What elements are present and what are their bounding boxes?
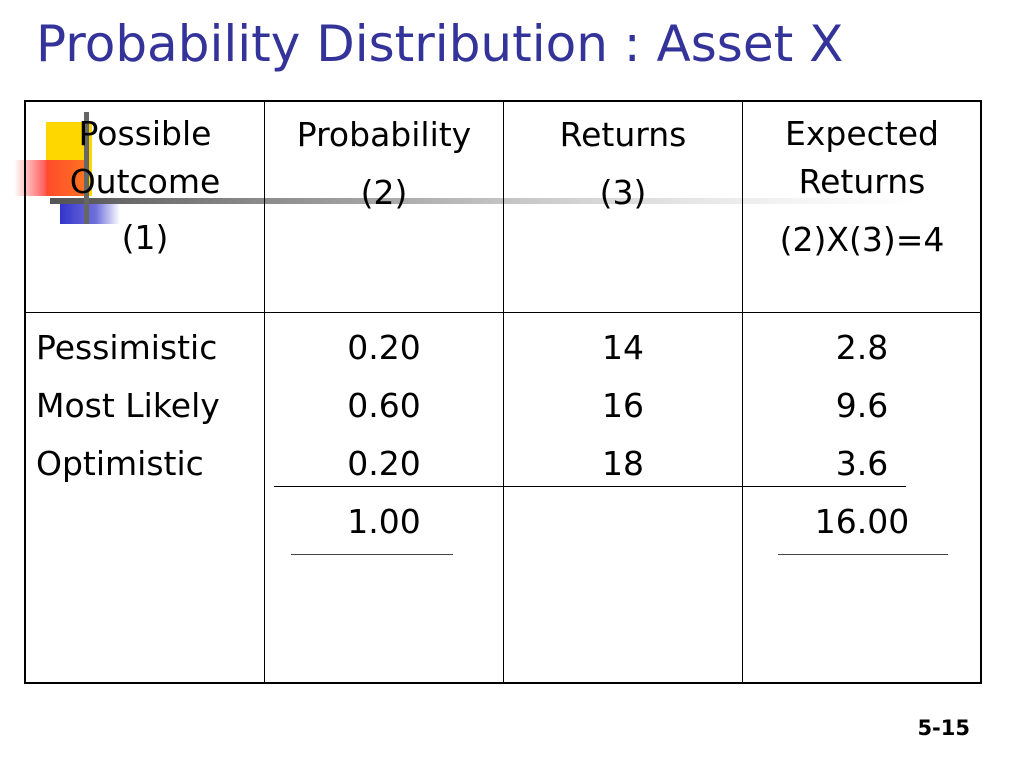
expected-total-underline bbox=[778, 554, 948, 555]
header-divider bbox=[26, 312, 980, 313]
table-row-returns: 14 bbox=[602, 328, 644, 367]
probability-total-underline bbox=[291, 554, 453, 555]
table-row-probability: 0.20 bbox=[347, 328, 421, 367]
header-outcome-line: Outcome bbox=[69, 162, 221, 201]
header-probability-line: (2) bbox=[360, 173, 408, 212]
table-row-returns: 18 bbox=[602, 444, 644, 483]
table-row-expected: 2.8 bbox=[835, 328, 889, 367]
table-row-returns: 16 bbox=[602, 386, 644, 425]
slide-number: 5-15 bbox=[917, 716, 970, 740]
table-row-expected: 3.6 bbox=[835, 444, 889, 483]
header-returns-line: Returns bbox=[559, 115, 687, 154]
table-row-probability: 0.20 bbox=[347, 444, 421, 483]
table-row-outcome: Optimistic bbox=[36, 444, 204, 483]
header-expected-returns: Expected Returns (2)X(3)=4 bbox=[743, 110, 981, 264]
column-divider bbox=[742, 102, 743, 682]
expected-returns-column: 2.8 9.6 3.6 16.00 bbox=[743, 319, 981, 551]
column-divider bbox=[264, 102, 265, 682]
page-title: Probability Distribution : Asset X bbox=[36, 15, 844, 73]
header-outcome-line: Possible bbox=[78, 114, 212, 153]
outcome-column: Pessimistic Most Likely Optimistic bbox=[36, 319, 220, 493]
header-returns-line: (3) bbox=[599, 173, 647, 212]
header-expected-line: Returns bbox=[798, 162, 926, 201]
header-probability: Probability (2) bbox=[265, 110, 503, 218]
probability-column: 0.20 0.60 0.20 1.00 bbox=[265, 319, 503, 551]
header-expected-line: Expected bbox=[785, 114, 939, 153]
table-row-expected: 9.6 bbox=[835, 386, 889, 425]
expected-total: 16.00 bbox=[814, 502, 910, 541]
header-possible-outcome: Possible Outcome (1) bbox=[26, 110, 264, 262]
returns-column: 14 16 18 bbox=[504, 319, 742, 493]
probability-total: 1.00 bbox=[347, 502, 421, 541]
header-outcome-line: (1) bbox=[121, 218, 169, 257]
column-divider bbox=[503, 102, 504, 682]
header-returns: Returns (3) bbox=[504, 110, 742, 218]
table-row-outcome: Most Likely bbox=[36, 386, 220, 425]
distribution-table: Possible Outcome (1) Probability (2) Ret… bbox=[24, 100, 982, 684]
table-row-outcome: Pessimistic bbox=[36, 328, 218, 367]
header-expected-line: (2)X(3)=4 bbox=[779, 220, 945, 259]
table-row-probability: 0.60 bbox=[347, 386, 421, 425]
header-probability-line: Probability bbox=[296, 115, 472, 154]
sum-rule-top bbox=[274, 486, 906, 487]
